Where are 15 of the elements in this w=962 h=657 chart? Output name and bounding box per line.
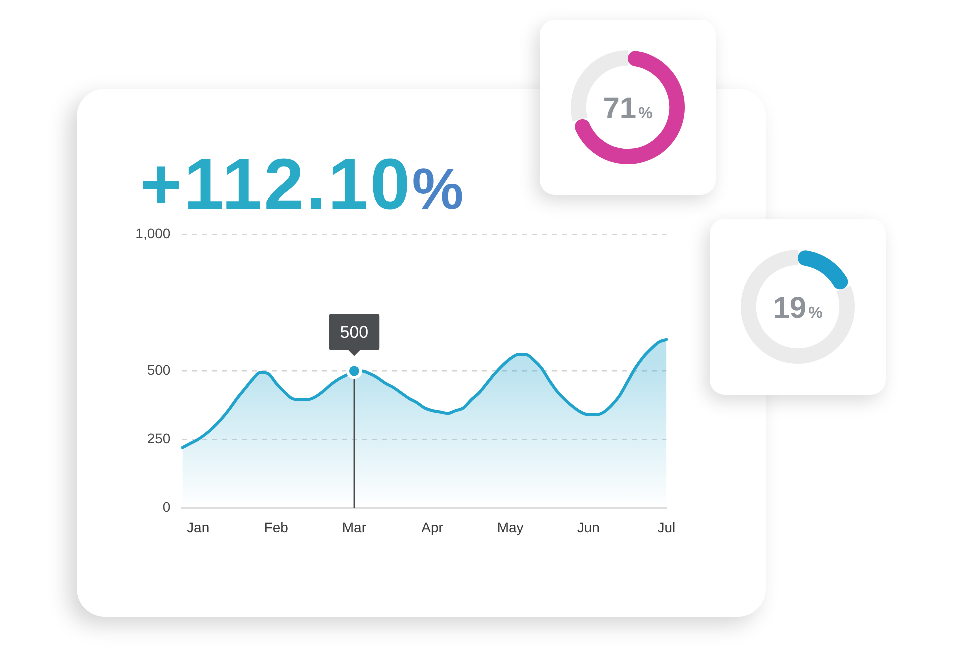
x-tick-label: Feb xyxy=(264,519,289,536)
text: 71% xyxy=(603,92,653,126)
y-tick-label: 500 xyxy=(147,362,171,378)
x-tick-label: Apr xyxy=(422,519,444,536)
text: 19% xyxy=(773,292,823,325)
y-tick-label: 0 xyxy=(162,498,171,515)
x-tick-label: May xyxy=(497,519,524,536)
y-tick-label: 1,000 xyxy=(136,225,171,242)
y-tick-label: 250 xyxy=(147,430,171,446)
x-tick-label: Jun xyxy=(577,519,600,536)
x-tick-label: Mar xyxy=(342,519,367,536)
annotation: 500 xyxy=(340,322,369,342)
x-tick-label: Jul xyxy=(658,519,676,536)
x-tick-label: Jan xyxy=(187,519,210,536)
chart-title: +112.10% xyxy=(140,145,464,225)
